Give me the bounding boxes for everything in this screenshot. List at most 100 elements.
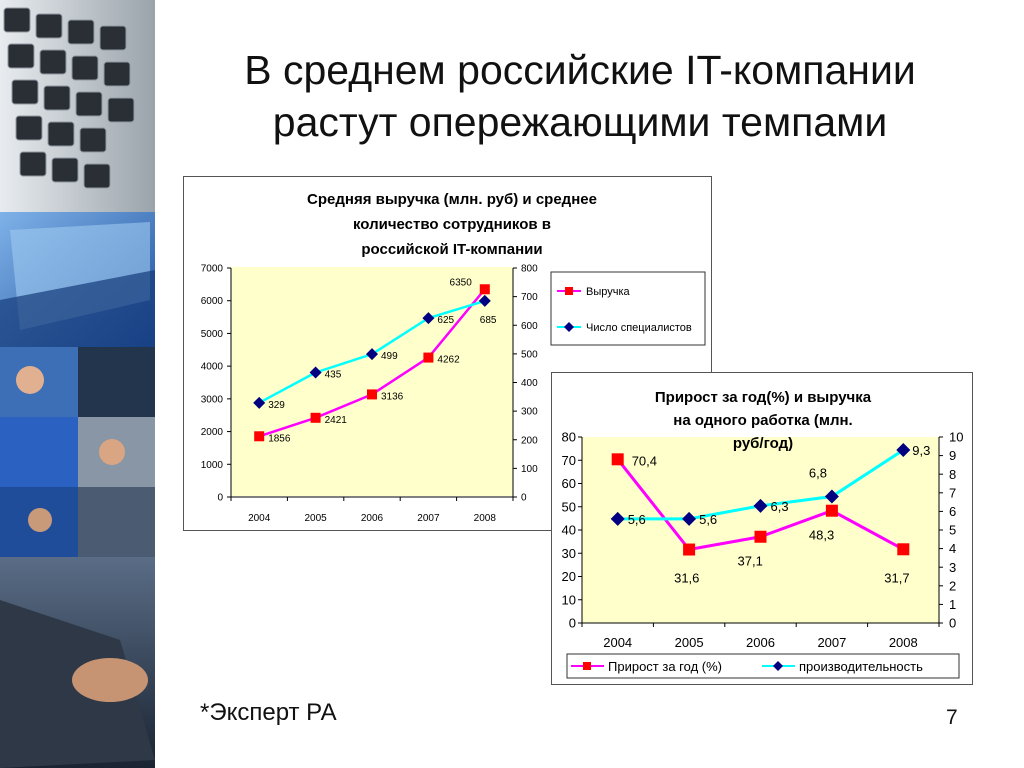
c1-series-0-point <box>479 284 490 295</box>
c2-series-0-data-label: 37,1 <box>738 554 763 569</box>
c1-x-tick-label: 2005 <box>304 513 327 524</box>
c1-series-0-point <box>423 352 434 363</box>
c2-right-tick-label: 0 <box>949 616 956 631</box>
c2-series-1-data-label: 5,6 <box>699 512 717 527</box>
c1-series-1-point <box>366 348 378 361</box>
chart2-title-line-2: на одного работка (млн. <box>673 412 852 429</box>
c1-series-1-data-label: 329 <box>268 400 285 411</box>
revenue-employees-chart: Средняя выручка (млн. руб) и среднее кол… <box>183 176 712 531</box>
c2-x-tick-label: 2004 <box>603 635 632 650</box>
chart2-legend-growth-marker <box>583 662 591 670</box>
c2-right-tick-label: 1 <box>949 597 956 612</box>
c2-series-0-data-label: 48,3 <box>809 528 834 543</box>
c1-right-tick-label: 200 <box>521 435 538 446</box>
c1-left-tick-label: 1000 <box>201 460 224 471</box>
c2-series-0-point <box>825 504 838 517</box>
chart2-legend-growth-label: Прирост за год (%) <box>608 659 722 674</box>
chart2-legend-productivity-marker <box>773 661 783 671</box>
c1-series-0-data-label: 2421 <box>325 415 348 426</box>
c2-left-tick-label: 0 <box>569 616 576 631</box>
c2-left-tick-label: 80 <box>562 430 576 445</box>
c1-left-tick-label: 0 <box>217 493 223 504</box>
c2-series-1-data-label: 6,8 <box>809 466 827 481</box>
c1-series-0-data-label: 3136 <box>381 391 404 402</box>
c1-left-tick-label: 6000 <box>201 296 224 307</box>
c2-left-tick-label: 20 <box>562 569 576 584</box>
chart2-legend <box>566 653 960 679</box>
chart1-title-line-3: российской IT-компании <box>361 241 542 258</box>
photo-collage <box>0 0 155 768</box>
growth-productivity-chart-svg: 0 10 20 30 40 50 60 70 80 0 1 2 3 4 5 6 7 8 9 10 2004 2005 200… <box>562 389 963 679</box>
c2-right-tick-label: 3 <box>949 560 956 575</box>
chart2-title-line-3: руб/год) <box>733 435 793 452</box>
chart1-plot-area <box>231 267 513 496</box>
c1-series-1-point <box>309 366 322 379</box>
c1-x-tick-label: 2008 <box>474 513 497 524</box>
c2-right-tick-label: 6 <box>949 504 956 519</box>
c2-right-tick-label: 10 <box>949 430 963 445</box>
c1-x-tick-label: 2007 <box>417 513 440 524</box>
c1-x-tick-label: 2006 <box>361 513 384 524</box>
c1-left-tick-label: 2000 <box>201 427 224 438</box>
c1-series-1-point <box>422 312 435 325</box>
c2-series-0-point <box>754 530 767 543</box>
c2-series-0-data-label: 70,4 <box>632 453 657 468</box>
c1-series-1-data-label: 435 <box>325 369 342 380</box>
c1-right-tick-label: 700 <box>521 292 538 303</box>
c1-series-1-data-label: 625 <box>437 315 454 326</box>
c2-series-0-point <box>611 453 624 466</box>
c1-right-tick-label: 600 <box>521 321 538 332</box>
chart1-legend <box>550 271 706 346</box>
chart1-title-line-1: Средняя выручка (млн. руб) и среднее <box>307 191 597 208</box>
source-note: *Эксперт РА <box>200 699 337 726</box>
c2-series-0-point <box>683 543 696 556</box>
chart2-title-line-1: Прирост за год(%) и выручка <box>655 389 872 406</box>
c1-series-1-data-label: 685 <box>480 315 497 326</box>
c1-x-tick-label: 2004 <box>248 513 271 524</box>
chart1-legend-staff-label: Число специалистов <box>586 322 692 334</box>
chart2-legend-productivity-label: производительность <box>799 659 923 674</box>
c2-series-0-point <box>897 543 910 556</box>
c1-left-tick-label: 5000 <box>201 329 224 340</box>
c2-right-tick-label: 4 <box>949 541 956 556</box>
c2-right-tick-label: 2 <box>949 578 956 593</box>
c1-series-1-point <box>253 396 266 409</box>
c2-series-1-data-label: 9,3 <box>912 443 930 458</box>
c2-x-tick-label: 2007 <box>817 635 846 650</box>
c2-series-0-data-label: 31,6 <box>674 571 699 586</box>
chart2-plot-area <box>582 437 939 623</box>
c2-left-tick-label: 60 <box>562 476 576 491</box>
c1-left-tick-label: 7000 <box>201 264 224 275</box>
c2-series-1-data-label: 6,3 <box>771 499 789 514</box>
c2-right-tick-label: 8 <box>949 467 956 482</box>
chart1-legend-staff-marker <box>564 322 574 332</box>
chart1-legend-revenue-label: Выручка <box>586 286 631 298</box>
c1-right-tick-label: 0 <box>521 493 527 504</box>
c1-left-tick-label: 4000 <box>201 362 224 373</box>
c1-series-0-point <box>254 431 265 442</box>
c2-series-0-data-label: 31,7 <box>884 570 909 585</box>
c2-right-tick-label: 9 <box>949 448 956 463</box>
c2-left-tick-label: 40 <box>562 523 576 538</box>
c1-series-1-point <box>478 294 491 307</box>
revenue-employees-chart-svg: Средняя выручка (млн. руб) и среднее кол… <box>201 191 706 524</box>
c2-left-tick-label: 10 <box>562 592 576 607</box>
growth-productivity-chart: 0 10 20 30 40 50 60 70 80 0 1 2 3 4 5 6 7 8 9 10 2004 2005 200… <box>551 372 973 685</box>
slide-title-line-1: В среднем российские IT-компании <box>244 47 916 93</box>
c2-series-1-point <box>896 443 911 458</box>
c2-x-tick-label: 2006 <box>746 635 775 650</box>
c1-right-tick-label: 300 <box>521 407 538 418</box>
c1-left-tick-label: 3000 <box>201 394 224 405</box>
chart1-title-line-2: количество сотрудников в <box>353 216 551 233</box>
c1-series-0-data-label: 1856 <box>268 433 291 444</box>
c2-series-1-data-label: 5,6 <box>628 512 646 527</box>
c1-series-0-point <box>310 412 321 423</box>
c1-series-1-data-label: 499 <box>381 351 398 362</box>
c1-right-tick-label: 400 <box>521 378 538 389</box>
slide-title-line-2: растут опережающими темпами <box>272 99 888 145</box>
c1-right-tick-label: 100 <box>521 464 538 475</box>
c1-right-tick-label: 500 <box>521 349 538 360</box>
c2-left-tick-label: 30 <box>562 546 576 561</box>
c1-series-0-data-label: 6350 <box>450 277 473 288</box>
chart1-legend-revenue-marker <box>565 287 573 295</box>
